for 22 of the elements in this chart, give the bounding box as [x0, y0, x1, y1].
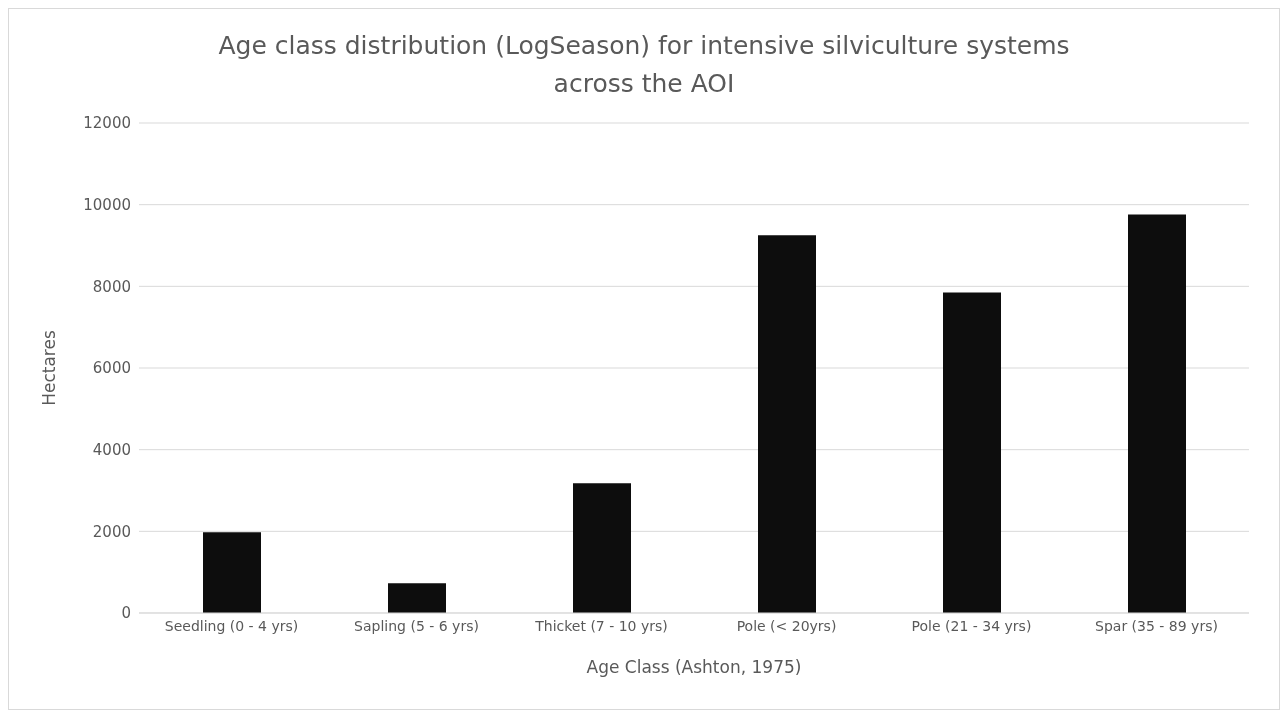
- bar: [943, 292, 1001, 613]
- x-tick-label: Spar (35 - 89 yrs): [1095, 617, 1218, 634]
- y-tick-label: 0: [121, 604, 131, 623]
- y-tick-label: 8000: [92, 277, 131, 296]
- y-tick-label: 6000: [92, 359, 131, 378]
- x-tick-label: Thicket (7 - 10 yrs): [534, 617, 668, 634]
- x-tick-label: Pole (< 20yrs): [736, 617, 837, 634]
- bar: [388, 583, 446, 613]
- bar: [573, 483, 631, 613]
- y-axis-title: Hectares: [39, 330, 60, 406]
- bar: [758, 235, 816, 613]
- bar: [203, 532, 261, 613]
- bar: [1128, 214, 1186, 613]
- y-tick-label: 4000: [92, 440, 131, 459]
- y-tick-label: 2000: [92, 522, 131, 541]
- x-tick-label: Seedling (0 - 4 yrs): [164, 617, 299, 634]
- x-tick-label: Pole (21 - 34 yrs): [911, 617, 1032, 634]
- y-tick-label: 10000: [83, 195, 131, 214]
- x-tick-label: Sapling (5 - 6 yrs): [354, 617, 479, 634]
- chart-title: Age class distribution (LogSeason) for intensive silviculture systems across the AOI: [217, 30, 1071, 100]
- x-axis-title: Age Class (Ashton, 1975): [586, 657, 802, 677]
- y-tick-label: 12000: [83, 114, 131, 133]
